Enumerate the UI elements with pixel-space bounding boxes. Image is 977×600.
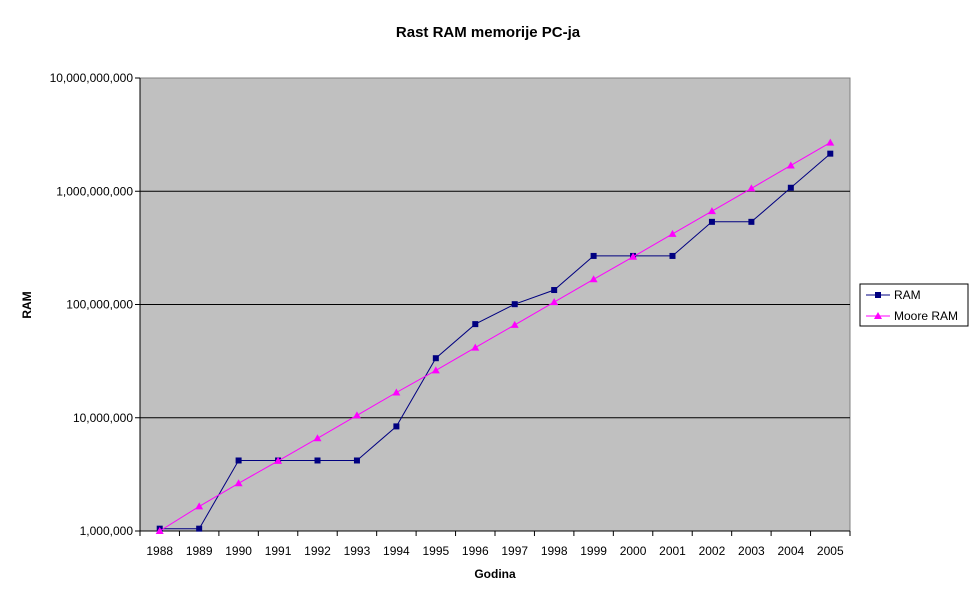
data-point-ram	[748, 218, 755, 225]
y-tick-label: 1,000,000,000	[56, 184, 133, 198]
x-tick-label: 1999	[580, 544, 607, 558]
data-point-ram	[432, 355, 439, 362]
x-tick-label: 1997	[501, 544, 528, 558]
data-point-moore-ram	[826, 138, 835, 146]
chart-title: Rast RAM memorije PC-ja	[396, 24, 581, 41]
x-tick-label: 1992	[304, 544, 331, 558]
x-tick-label: 1996	[462, 544, 489, 558]
y-tick-label: 10,000,000	[73, 411, 133, 425]
x-tick-label: 2002	[699, 544, 726, 558]
data-point-moore-ram	[707, 207, 716, 215]
y-tick-label: 1,000,000	[80, 524, 134, 538]
x-tick-label: 1988	[146, 544, 173, 558]
legend-label-moore: Moore RAM	[894, 309, 958, 323]
data-point-moore-ram	[589, 275, 598, 283]
y-axis: 1,000,000 10,000,000 100,000,000 1,000,000,…	[50, 71, 141, 538]
data-point-moore-ram	[195, 502, 204, 510]
data-point-moore-ram	[392, 388, 401, 396]
data-point-moore-ram	[629, 252, 638, 260]
y-axis-title: RAM	[20, 291, 34, 318]
series-layer	[155, 138, 835, 534]
data-point-moore-ram	[155, 527, 164, 534]
data-point-moore-ram	[510, 320, 519, 328]
data-point-ram	[196, 525, 203, 532]
data-point-moore-ram	[550, 298, 559, 306]
legend: RAM Moore RAM	[859, 283, 969, 327]
data-point-moore-ram	[352, 411, 361, 419]
data-point-moore-ram	[471, 343, 480, 351]
gridlines	[140, 190, 850, 419]
x-tick-label: 2001	[659, 544, 686, 558]
series-line-ram	[159, 153, 831, 530]
legend-marker-moore	[874, 312, 882, 319]
data-point-ram	[669, 252, 676, 259]
data-point-ram	[708, 218, 715, 225]
data-point-ram	[787, 184, 794, 191]
data-point-moore-ram	[747, 184, 756, 192]
data-point-moore-ram	[786, 161, 795, 169]
data-point-moore-ram	[274, 456, 283, 464]
legend-label-ram: RAM	[894, 288, 921, 302]
data-point-ram	[827, 150, 834, 157]
data-point-ram	[393, 423, 400, 430]
data-point-moore-ram	[234, 479, 243, 487]
x-tick-label: 1989	[186, 544, 213, 558]
x-tick-label: 1998	[541, 544, 568, 558]
data-point-ram	[353, 457, 360, 464]
x-tick-label: 2003	[738, 544, 765, 558]
data-point-ram	[590, 252, 597, 259]
x-tick-label: 1991	[265, 544, 292, 558]
data-point-ram	[472, 321, 479, 328]
x-tick-label: 2005	[817, 544, 844, 558]
y-tick-label: 100,000,000	[66, 298, 133, 312]
legend-marker-ram	[875, 292, 881, 298]
data-point-moore-ram	[668, 229, 677, 237]
data-point-moore-ram	[313, 434, 322, 442]
y-tick-label: 10,000,000,000	[50, 71, 134, 85]
data-point-ram	[235, 457, 242, 464]
x-axis-title: Godina	[474, 567, 516, 581]
x-axis: 1988 1989 1990 1991 1992 1993 1994 1995 1996 1997…	[139, 530, 851, 558]
x-tick-label: 2000	[620, 544, 647, 558]
x-tick-label: 1993	[344, 544, 371, 558]
data-point-ram	[511, 301, 518, 308]
x-tick-label: 1995	[422, 544, 449, 558]
x-tick-label: 1990	[225, 544, 252, 558]
series-line-moore-ram	[159, 142, 831, 532]
x-tick-label: 2004	[777, 544, 804, 558]
data-point-moore-ram	[431, 366, 440, 374]
x-tick-label: 1994	[383, 544, 410, 558]
data-point-ram	[551, 287, 558, 294]
data-point-ram	[314, 457, 321, 464]
